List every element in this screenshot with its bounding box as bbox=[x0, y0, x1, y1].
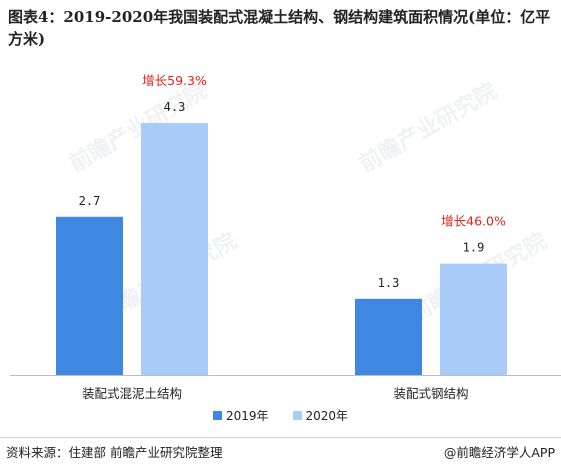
category-label: 装配式钢结构 bbox=[393, 386, 468, 401]
bar-2019-1 bbox=[355, 298, 422, 375]
growth-label: 增长46.0% bbox=[441, 214, 506, 229]
bar-value-label: 1.9 bbox=[463, 241, 485, 255]
bar-2020-0 bbox=[141, 123, 208, 375]
footer-divider bbox=[0, 437, 561, 438]
bar-2020-1 bbox=[440, 263, 507, 375]
legend-swatch-2020 bbox=[292, 411, 302, 420]
brand-credit: @前瞻经济学人APP bbox=[443, 445, 555, 460]
growth-label: 增长59.3% bbox=[142, 73, 207, 88]
chart-title: 图表4：2019-2020年我国装配式混凝土结构、钢结构建筑面积情况(单位：亿平… bbox=[8, 8, 551, 48]
legend-item-2020: 2020年 bbox=[292, 407, 349, 424]
legend-swatch-2019 bbox=[212, 411, 222, 420]
legend-label-2019: 2019年 bbox=[225, 409, 269, 423]
legend-item-2019: 2019年 bbox=[212, 407, 269, 424]
bar-value-label: 4.3 bbox=[164, 100, 186, 114]
bar-2019-0 bbox=[56, 216, 123, 375]
bar-value-label: 2.7 bbox=[79, 194, 101, 208]
bar-value-label: 1.3 bbox=[378, 276, 400, 290]
legend: 2019年 2020年 bbox=[0, 407, 561, 424]
category-label: 装配式混泥土结构 bbox=[82, 386, 182, 401]
legend-label-2020: 2020年 bbox=[305, 409, 349, 423]
source-note: 资料来源：住建部 前瞻产业研究院整理 bbox=[6, 445, 223, 460]
